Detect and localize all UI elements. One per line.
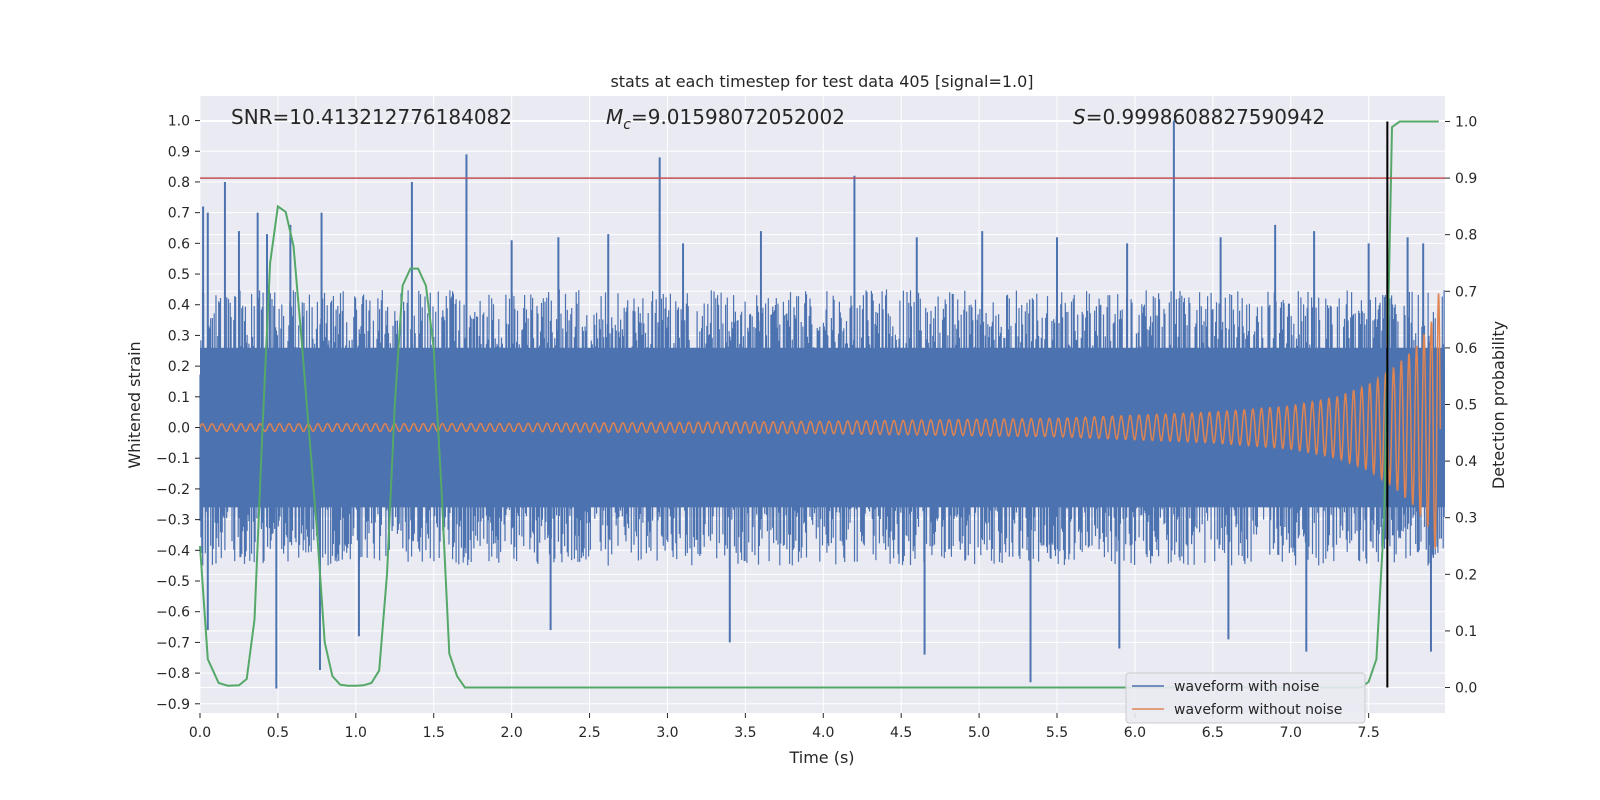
x-tick-label: 2.0 [501, 725, 523, 741]
x-tick-label: 5.5 [1046, 725, 1068, 741]
chirp-mass-annotation: Mc=9.01598072052002 [606, 105, 845, 133]
x-tick-label: 6.5 [1202, 725, 1224, 741]
y-tick-label: 0.2 [168, 359, 190, 375]
y2-tick-label: 1.0 [1455, 114, 1477, 130]
s-annotation: S=0.9998608827590942 [1073, 105, 1325, 129]
y-axis-label: Whitened strain [125, 341, 144, 468]
y2-tick-label: 0.1 [1455, 624, 1477, 640]
x-tick-label: 0.5 [267, 725, 289, 741]
y-axis-ticks: 1.0 0.9 0.8 0.7 0.6 0.5 0.4 0.3 0.2 0.1 0.0 −0.1 −0.… [156, 114, 200, 713]
y2-tick-label: 0.2 [1455, 567, 1477, 583]
legend-label-clean: waveform without noise [1174, 702, 1342, 718]
x-axis-label: Time (s) [788, 748, 854, 767]
y-tick-label: −0.7 [156, 635, 190, 651]
clean-chirp-trace [199, 293, 1442, 550]
x-tick-label: 7.5 [1358, 725, 1380, 741]
x-tick-label: 2.5 [578, 725, 600, 741]
y2-tick-label: 0.5 [1455, 398, 1477, 414]
y2-tick-label: 0.3 [1455, 511, 1477, 527]
y2-tick-label: 0.6 [1455, 341, 1477, 357]
x-tick-label: 4.5 [890, 725, 912, 741]
y2-tick-label: 0.7 [1455, 284, 1477, 300]
y-tick-label: −0.1 [156, 451, 190, 467]
legend: waveform with noise waveform without noi… [1125, 672, 1366, 724]
y-tick-label: −0.2 [156, 482, 190, 498]
x-tick-label: 4.0 [812, 725, 834, 741]
x-tick-label: 3.5 [734, 725, 756, 741]
x-tick-label: 3.0 [656, 725, 678, 741]
y-tick-label: −0.4 [156, 543, 190, 559]
y2-axis-label: Detection probability [1489, 321, 1508, 489]
x-tick-label: 1.5 [423, 725, 445, 741]
y-tick-label: 0.6 [168, 236, 190, 252]
x-tick-label: 5.0 [968, 725, 990, 741]
snr-annotation: SNR=10.413212776184082 [231, 105, 512, 129]
y-tick-label: 0.5 [168, 267, 190, 283]
y-tick-label: 0.0 [168, 421, 190, 437]
chart-title: stats at each timestep for test data 405… [610, 72, 1033, 91]
x-tick-label: 6.0 [1124, 725, 1146, 741]
legend-box [1125, 672, 1366, 724]
y-tick-label: 0.8 [168, 175, 190, 191]
y-tick-label: −0.5 [156, 574, 190, 590]
x-tick-label: 7.0 [1280, 725, 1302, 741]
y-tick-label: −0.6 [156, 605, 190, 621]
series-waveform-without-noise [199, 293, 1442, 550]
y-tick-label: 1.0 [168, 114, 190, 130]
y-tick-label: 0.1 [168, 390, 190, 406]
y2-tick-label: 0.9 [1455, 171, 1477, 187]
y-tick-label: 0.7 [168, 206, 190, 222]
x-tick-label: 1.0 [345, 725, 367, 741]
y-tick-label: 0.9 [168, 144, 190, 160]
y-tick-label: 0.4 [168, 298, 190, 314]
legend-label-noise: waveform with noise [1174, 679, 1319, 695]
y2-tick-label: 0.4 [1455, 454, 1477, 470]
y-tick-label: −0.3 [156, 513, 190, 529]
y-tick-label: −0.9 [156, 697, 190, 713]
y-tick-label: 0.3 [168, 328, 190, 344]
x-tick-label: 0.0 [189, 725, 211, 741]
y-tick-label: −0.8 [156, 666, 190, 682]
y2-tick-label: 0.0 [1455, 681, 1477, 697]
y2-tick-label: 0.8 [1455, 228, 1477, 244]
y2-axis-ticks: 1.0 0.9 0.8 0.7 0.6 0.5 0.4 0.3 0.2 0.1 0.0 [1445, 114, 1477, 697]
